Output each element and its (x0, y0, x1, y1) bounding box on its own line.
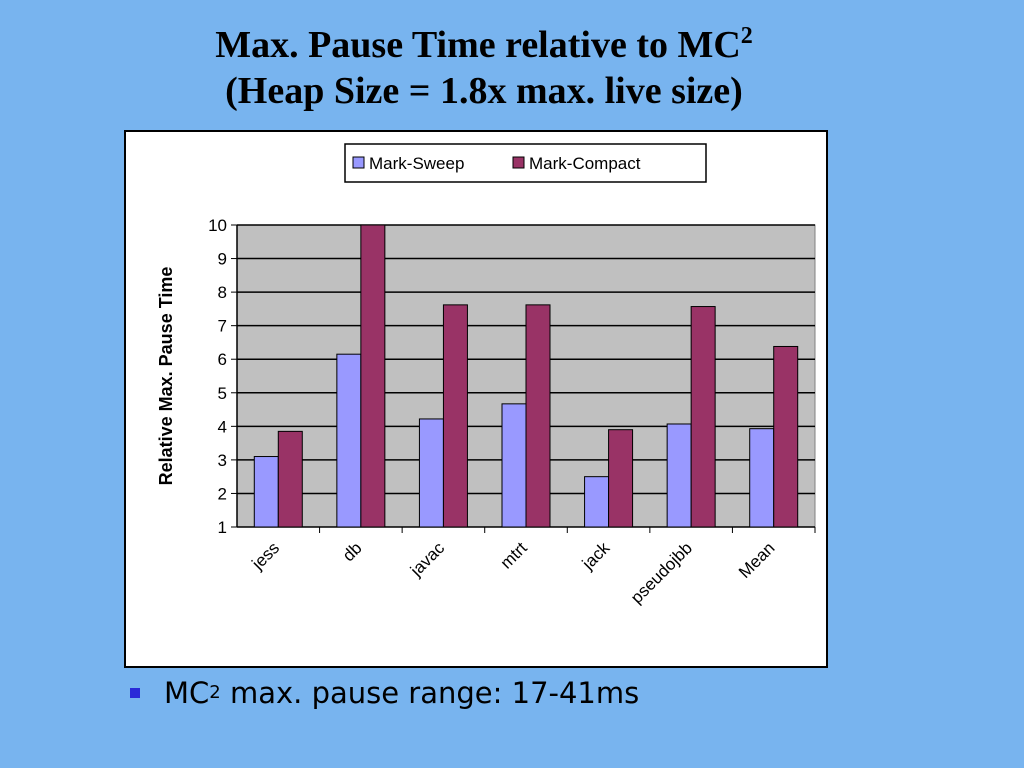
y-tick-label: 9 (218, 250, 227, 269)
y-tick-label: 5 (218, 384, 227, 403)
y-tick-label: 2 (218, 484, 227, 503)
y-axis-title: Relative Max. Pause Time (156, 267, 176, 486)
x-tick-label-mean: Mean (735, 538, 779, 582)
bar-mark-compact-javac (442, 304, 468, 528)
legend-label-mark-compact: Mark-Compact (529, 154, 641, 173)
legend-label-mark-sweep: Mark-Sweep (369, 154, 464, 173)
title-superscript: 2 (740, 23, 753, 49)
legend-swatch-mark-compact (512, 156, 525, 169)
y-tick-label: 7 (218, 317, 227, 336)
x-tick-label-jack: jack (578, 538, 614, 574)
x-tick-label-pseudojbb: pseudojbb (627, 538, 696, 607)
title-line-2: (Heap Size = 1.8x max. live size) (225, 70, 743, 112)
y-tick-label: 10 (208, 216, 227, 235)
bullet-prefix: MC (164, 676, 210, 710)
bullet-text: max. pause range: 17-41ms (220, 676, 640, 710)
bullet-point: MC 2 max. pause range: 17-41ms (130, 676, 639, 710)
x-tick-label-javac: javac (406, 538, 449, 581)
bar-chart: 1 2 3 4 5 6 7 8 9 10 jess db javac mtrt jack pseudojbb M… (156, 143, 816, 607)
y-tick-label: 8 (218, 283, 227, 302)
title-text: Max. Pause Time relative to MC (215, 24, 741, 66)
slide-title: Max. Pause Time relative to MC2 (Heap Si… (0, 22, 968, 114)
bar-mark-sweep-jack (584, 476, 610, 528)
x-tick-label-mtrt: mtrt (497, 538, 531, 572)
x-tick-label-jess: jess (248, 538, 284, 574)
bar-mark-compact-jess (277, 430, 303, 528)
y-tick-label: 3 (218, 451, 227, 470)
chart-frame: 1 2 3 4 5 6 7 8 9 10 jess db javac mtrt jack pseudojbb M… (124, 130, 828, 668)
bar-mark-sweep-pseudojbb (666, 423, 692, 528)
legend-swatch-mark-sweep (352, 156, 365, 169)
bar-mark-sweep-javac (418, 418, 444, 528)
bar-mark-compact-jack (608, 429, 634, 528)
bar-mark-sweep-mtrt (501, 403, 527, 528)
bullet-square-icon (130, 688, 140, 698)
bar-mark-sweep-mean (749, 428, 775, 528)
x-tick-label-db: db (339, 538, 366, 565)
bar-mark-compact-mtrt (525, 304, 551, 528)
bar-mark-compact-mean (773, 345, 799, 528)
bar-mark-compact-pseudojbb (690, 306, 716, 528)
y-tick-label: 6 (218, 350, 227, 369)
bar-mark-sweep-db (336, 353, 362, 528)
y-tick-label: 4 (218, 417, 227, 436)
y-tick-label: 1 (218, 518, 227, 537)
legend-box (344, 143, 707, 183)
bar-mark-sweep-jess (253, 456, 279, 528)
bar-mark-compact-db (360, 224, 386, 528)
title-line-1: Max. Pause Time relative to MC2 (0, 22, 968, 68)
